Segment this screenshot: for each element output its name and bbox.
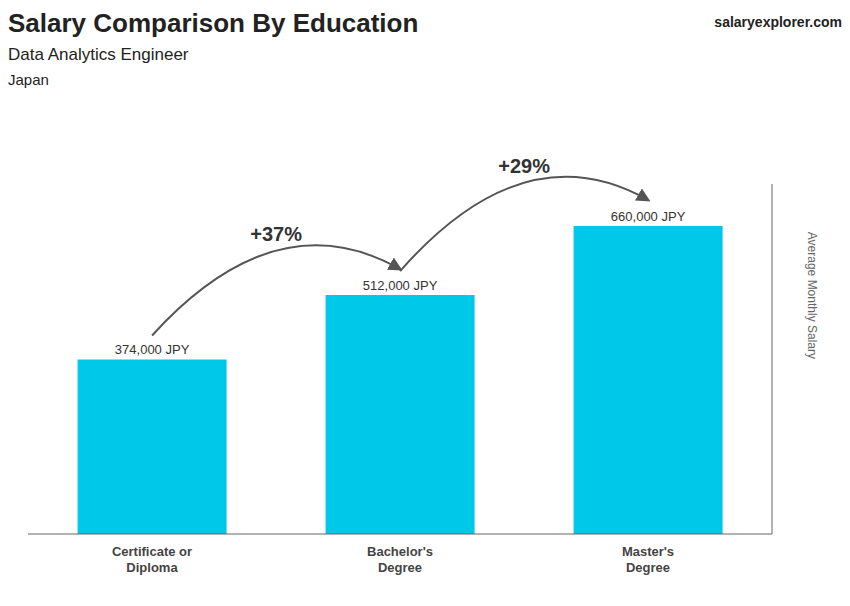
html-text:Data Analytics Engineer: Data Analytics Engineer bbox=[8, 45, 189, 64]
svg-text:660,000 JPY: 660,000 JPY bbox=[611, 209, 686, 224]
svg-text:Bachelor'sDegree: Bachelor'sDegree bbox=[367, 544, 433, 575]
html-text:Japan: Japan bbox=[8, 71, 49, 88]
html-text:Salary Comparison By Education: Salary Comparison By Education bbox=[8, 8, 419, 38]
svg-text:+37%: +37% bbox=[250, 223, 302, 245]
svg-text:512,000 JPY: 512,000 JPY bbox=[363, 278, 438, 293]
svg-text:+29%: +29% bbox=[498, 155, 550, 177]
html-text:salaryexplorer.com: salaryexplorer.com bbox=[714, 14, 842, 30]
svg-text:374,000 JPY: 374,000 JPY bbox=[115, 342, 190, 357]
svg-text:Average Monthly Salary: Average Monthly Salary bbox=[805, 232, 819, 359]
svg-text:Certificate orDiploma: Certificate orDiploma bbox=[112, 544, 192, 575]
svg-text:Master'sDegree: Master'sDegree bbox=[622, 544, 674, 575]
